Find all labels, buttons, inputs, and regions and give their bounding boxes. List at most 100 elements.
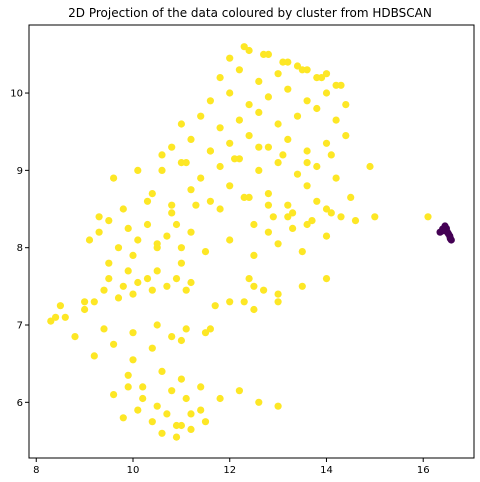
data-point <box>61 313 69 321</box>
data-point <box>264 93 272 101</box>
data-point <box>148 418 156 426</box>
points-layer <box>47 43 455 441</box>
data-point <box>293 170 302 178</box>
data-point <box>216 124 224 132</box>
data-point <box>226 236 234 244</box>
data-point <box>134 406 142 414</box>
data-point <box>163 232 171 240</box>
data-point <box>216 205 224 213</box>
x-tick-label: 10 <box>127 465 140 476</box>
data-point <box>182 286 190 294</box>
plot-frame <box>28 24 475 459</box>
data-point <box>168 209 176 217</box>
data-point <box>71 333 79 341</box>
data-point <box>216 162 224 171</box>
data-point <box>245 275 253 283</box>
data-point <box>279 151 287 159</box>
data-point <box>158 429 166 437</box>
y-tick-label: 10 <box>10 89 23 100</box>
y-tick-label: 9 <box>17 166 23 177</box>
x-tick-label: 12 <box>223 465 236 476</box>
data-point <box>85 236 94 244</box>
data-point <box>153 267 161 275</box>
data-point <box>187 186 195 194</box>
data-point <box>269 213 277 221</box>
data-point <box>206 197 214 205</box>
data-point <box>197 406 205 414</box>
data-point <box>303 147 311 155</box>
data-point <box>187 425 195 433</box>
data-point <box>322 205 331 213</box>
data-point <box>322 70 331 78</box>
data-point <box>446 234 454 242</box>
data-point <box>303 159 311 167</box>
data-point <box>250 282 258 290</box>
data-point <box>187 278 195 287</box>
data-point <box>293 112 302 120</box>
data-point <box>197 383 205 391</box>
data-point <box>260 286 268 294</box>
data-point <box>255 398 263 406</box>
data-point <box>308 217 316 225</box>
data-point <box>240 298 248 306</box>
data-point <box>124 371 132 379</box>
data-point <box>303 182 311 190</box>
data-point <box>124 383 132 391</box>
chart-title: 2D Projection of the data coloured by cl… <box>68 6 432 20</box>
data-point <box>81 305 89 314</box>
data-point <box>168 143 176 151</box>
data-point <box>226 298 234 306</box>
x-tick-label: 14 <box>320 465 333 476</box>
data-point <box>332 174 340 182</box>
data-point <box>250 220 258 229</box>
data-point <box>322 232 331 240</box>
data-point <box>303 97 311 105</box>
data-point <box>240 193 248 201</box>
data-point <box>347 193 355 201</box>
data-point <box>226 139 234 147</box>
data-point <box>119 282 127 290</box>
data-point <box>337 213 345 221</box>
y-tick-label: 7 <box>17 321 23 332</box>
data-point <box>289 209 297 217</box>
data-point <box>255 143 263 151</box>
data-point <box>168 333 176 341</box>
data-point <box>250 251 258 259</box>
data-point <box>197 112 205 120</box>
data-point <box>201 329 210 337</box>
data-point <box>327 209 335 217</box>
data-point <box>351 217 360 225</box>
data-point <box>284 135 292 143</box>
data-point <box>274 402 282 410</box>
data-point <box>250 305 258 314</box>
data-point <box>129 251 137 259</box>
data-point <box>274 159 282 167</box>
x-axis: 8 10 12 14 16 <box>33 458 430 476</box>
data-point <box>206 147 214 155</box>
data-point <box>143 220 152 229</box>
data-point <box>100 286 108 294</box>
data-point <box>52 313 60 321</box>
data-point <box>201 248 210 256</box>
data-point <box>172 421 181 430</box>
data-point <box>143 197 152 205</box>
data-point <box>298 248 306 256</box>
data-point <box>90 352 98 360</box>
data-point <box>298 282 306 290</box>
data-point <box>245 46 253 55</box>
data-point <box>172 433 181 441</box>
data-point <box>226 182 234 190</box>
data-point <box>322 139 331 147</box>
data-point <box>134 166 142 174</box>
data-point <box>284 85 292 93</box>
data-point <box>139 383 147 391</box>
x-tick-label: 16 <box>417 465 430 476</box>
data-point <box>172 220 181 229</box>
data-point <box>148 286 156 294</box>
data-point <box>216 394 224 403</box>
data-point <box>177 375 185 383</box>
data-point <box>231 155 239 163</box>
data-point <box>366 162 374 171</box>
